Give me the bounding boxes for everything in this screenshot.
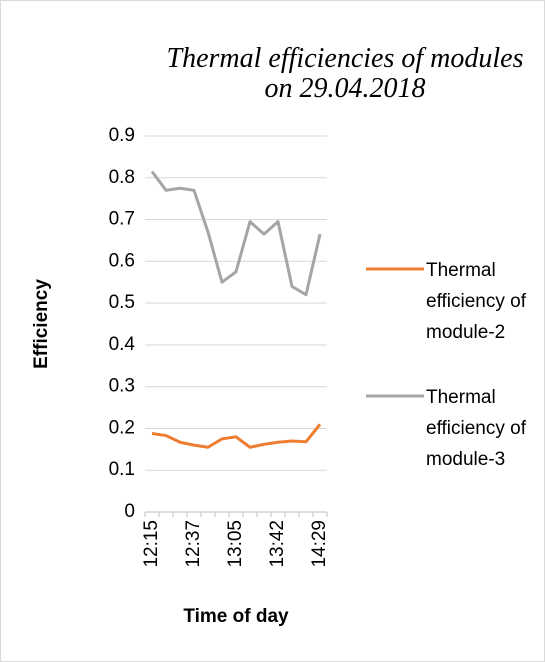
y-tick-label: 0.3 bbox=[109, 376, 135, 397]
series-line bbox=[150, 170, 322, 297]
y-tick-label: 0.7 bbox=[109, 209, 135, 230]
y-tick-label: 0.1 bbox=[109, 459, 135, 480]
x-axis-title: Time of day bbox=[183, 606, 289, 627]
y-tick-label: 0.9 bbox=[109, 125, 135, 146]
x-tick-label: 13:05 bbox=[225, 520, 246, 568]
x-tick-label: 12:37 bbox=[183, 520, 204, 568]
y-tick-label: 0.2 bbox=[109, 417, 135, 438]
y-tick-label: 0.6 bbox=[109, 250, 135, 271]
y-tick-label: 0.8 bbox=[109, 167, 135, 188]
legend-label: Thermal efficiency of module-2 bbox=[426, 260, 526, 343]
x-tick-label: 13:42 bbox=[267, 520, 288, 568]
legend-label: Thermal efficiency of module-3 bbox=[426, 387, 526, 470]
x-tick-label: 12:15 bbox=[141, 520, 162, 568]
x-tick-label: 14:29 bbox=[309, 520, 330, 568]
y-tick-label: 0.4 bbox=[109, 334, 136, 355]
y-axis-title: Efficiency bbox=[31, 279, 52, 369]
y-tick-label: 0 bbox=[124, 501, 135, 522]
y-tick-label: 0.5 bbox=[109, 292, 135, 313]
chart-title: Thermal efficiencies of modules on 29.04… bbox=[166, 43, 524, 104]
series-line bbox=[151, 423, 322, 449]
